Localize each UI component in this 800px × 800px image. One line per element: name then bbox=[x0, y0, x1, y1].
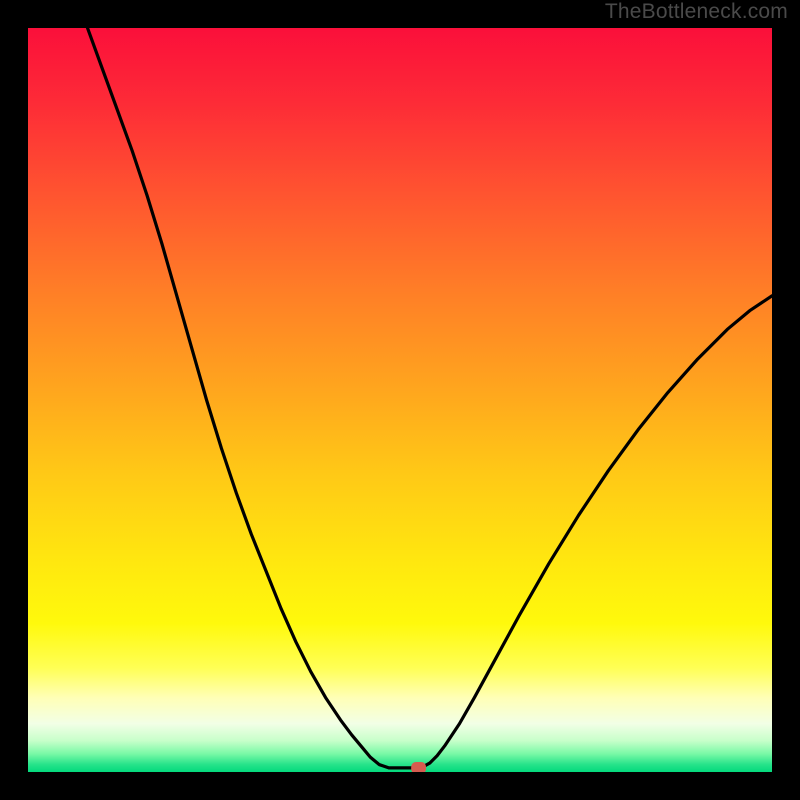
chart-frame: TheBottleneck.com bbox=[0, 0, 800, 800]
bottleneck-chart bbox=[0, 0, 800, 800]
